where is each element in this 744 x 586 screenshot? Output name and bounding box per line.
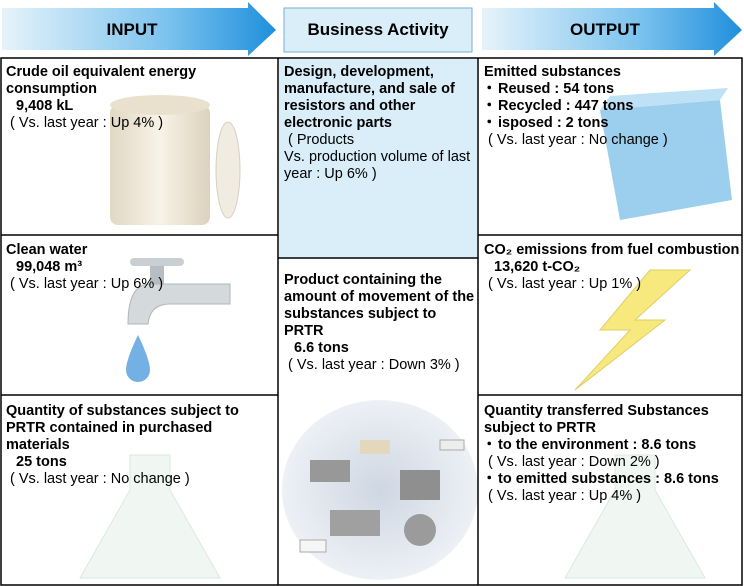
- barrel-icon: [110, 95, 241, 225]
- title: CO₂ emissions from fuel combustion: [484, 242, 740, 258]
- value: 6.6 tons: [294, 340, 349, 356]
- output-cell: CO₂ emissions from fuel combustion 13,62…: [484, 242, 740, 293]
- business-fill: [279, 59, 477, 258]
- output-cell: Quantity transferred Substances subject …: [482, 403, 740, 505]
- title: Clean water: [6, 242, 88, 258]
- input-header: INPUT: [106, 20, 158, 39]
- note: Vs. production volume of last year : Up …: [284, 149, 471, 182]
- bolt-icon: [574, 269, 692, 391]
- grid-lines: [0, 57, 743, 586]
- note: ( Vs. last year : No change ): [10, 471, 190, 487]
- note: ( Vs. last year : Up 1% ): [488, 276, 642, 292]
- business-cell: Product containing the amount of movemen…: [284, 272, 476, 374]
- item: Reused : 54 tons: [482, 81, 740, 98]
- output-arrow: [482, 2, 742, 56]
- title: Quantity transferred Substances subject …: [484, 403, 709, 436]
- business-header-box: [283, 7, 473, 53]
- input-cell: Clean water 99,048 m³ ( Vs. last year : …: [6, 242, 274, 293]
- title: Emitted substances: [484, 64, 621, 80]
- title: Product containing the amount of movemen…: [284, 272, 475, 339]
- components-icon: [282, 400, 478, 580]
- note: ( Products: [288, 132, 355, 148]
- note: ( Vs. last year : Up 6% ): [10, 276, 164, 292]
- faucet-icon: [126, 258, 231, 382]
- value: 9,408 kL: [16, 98, 74, 114]
- value: 13,620 t-CO₂: [494, 259, 581, 275]
- title: Quantity of substances subject to PRTR c…: [6, 403, 239, 453]
- business-header: Business Activity: [307, 20, 449, 39]
- output-header: OUTPUT: [570, 20, 640, 39]
- note: ( Vs. last year : Down 2% ): [488, 454, 660, 470]
- output-cell: Emitted substances Reused : 54 tons Recy…: [482, 64, 740, 149]
- item: to the environment : 8.6 tons: [482, 437, 740, 454]
- title: Design, development, manufacture, and sa…: [284, 64, 455, 131]
- item: Recycled : 447 tons: [482, 98, 740, 115]
- note: ( Vs. last year : Up 4% ): [10, 115, 164, 131]
- flask-icon-right: [564, 454, 706, 579]
- note: ( Vs. last year : Up 4% ): [488, 488, 642, 504]
- note: ( Vs. last year : No change ): [488, 132, 668, 148]
- input-cell: Quantity of substances subject to PRTR c…: [6, 403, 274, 488]
- note: ( Vs. last year : Down 3% ): [288, 357, 460, 373]
- business-cell: Design, development, manufacture, and sa…: [284, 64, 476, 183]
- input-cell: Crude oil equivalent energy consumption …: [6, 64, 274, 132]
- item: to emitted substances : 8.6 tons: [482, 471, 740, 488]
- value: 25 tons: [16, 454, 67, 470]
- input-arrow: [2, 2, 276, 56]
- flask-icon-left: [79, 454, 221, 579]
- item: isposed : 2 tons: [482, 115, 740, 132]
- value: 99,048 m³: [16, 259, 83, 275]
- title: Crude oil equivalent energy consumption: [6, 64, 197, 97]
